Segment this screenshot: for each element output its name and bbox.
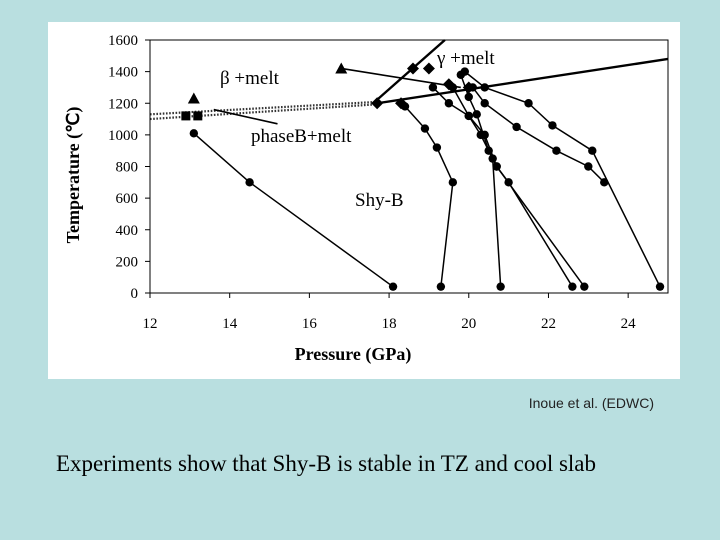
beta-melt-points-marker <box>335 62 348 74</box>
path-6-marker <box>588 146 597 155</box>
y-tick-label: 1400 <box>108 65 138 81</box>
path-6-marker <box>460 67 469 76</box>
path-7-marker <box>480 99 489 108</box>
path-2-marker <box>436 282 446 291</box>
upper-phase-boundary <box>376 57 669 105</box>
path-3-marker <box>496 282 505 291</box>
gamma-melt-points-marker <box>442 78 455 91</box>
beta-triangle-line <box>341 67 461 89</box>
phase-diagram-chart: 12 14 16 18 20 22 24 0 200 400 600 800 1000 1200 1400 1… <box>63 33 669 365</box>
path-1-marker <box>245 178 254 187</box>
y-tick-label: 1600 <box>108 33 138 49</box>
x-tick-label: 22 <box>541 316 556 332</box>
path-4-marker <box>464 111 473 121</box>
gamma-melt-points-marker <box>462 81 475 94</box>
path-5-marker <box>484 146 493 155</box>
gamma-melt-points-marker <box>371 97 384 110</box>
path-2-marker <box>432 143 442 152</box>
path-6-line <box>464 71 661 288</box>
path-3-marker <box>428 83 438 92</box>
phase-b-leader-line <box>213 108 278 125</box>
phase-B-melt-points-marker <box>193 111 203 121</box>
gamma-melt-points-marker <box>422 62 435 75</box>
path-5-marker <box>580 282 589 291</box>
path-5-marker <box>464 92 473 102</box>
y-tick-label: 0 <box>131 286 139 302</box>
x-tick-label: 16 <box>302 316 318 332</box>
path-6-marker <box>524 99 533 108</box>
region-label-beta-melt: β +melt <box>220 68 280 89</box>
y-axis-title: Temperature (℃) <box>63 107 84 244</box>
x-tick-label: 24 <box>621 316 637 332</box>
path-1-marker <box>388 282 398 291</box>
path-3-marker <box>444 99 454 108</box>
path-2-line <box>404 105 454 287</box>
y-tick-label: 400 <box>116 223 139 239</box>
x-tick-label: 20 <box>461 316 476 332</box>
x-axis-title: Pressure (GPa) <box>295 344 412 365</box>
y-tick-label: 1000 <box>108 128 138 144</box>
x-tick-label: 18 <box>382 316 397 332</box>
y-tick-label: 200 <box>116 254 139 270</box>
y-tick-label: 800 <box>116 160 139 176</box>
path-6-marker <box>480 83 489 92</box>
gamma-melt-points-marker <box>406 62 419 75</box>
citation-credit: Inoue et al. (EDWC) <box>528 395 654 411</box>
path-1-marker <box>189 129 199 138</box>
path-7-marker <box>552 146 561 155</box>
path-6-marker <box>548 121 557 130</box>
path-2-marker <box>448 178 458 187</box>
path-5-marker <box>492 162 501 171</box>
path-7-marker <box>584 162 593 171</box>
path-4-marker <box>568 282 577 291</box>
slide-caption: Experiments show that Shy-B is stable in… <box>56 451 597 476</box>
x-tick-label: 14 <box>222 316 238 332</box>
y-tick-label: 600 <box>116 191 139 207</box>
x-tick-label: 12 <box>143 316 158 332</box>
region-label-gamma-melt: γ +melt <box>436 48 495 69</box>
phase-B-melt-points-marker <box>181 111 191 121</box>
path-7-marker <box>600 178 609 187</box>
gamma-melt-points-marker <box>395 97 408 110</box>
beta-melt-points-marker <box>187 92 200 104</box>
chart-panel: 12 14 16 18 20 22 24 0 200 400 600 800 1000 1200 1400 1… <box>48 22 680 379</box>
path-5-line <box>460 74 585 288</box>
y-tick-label: 1200 <box>108 96 138 112</box>
path-5-marker <box>472 110 481 119</box>
region-label-phase-b-melt: phaseB+melt <box>251 126 352 147</box>
path-6-marker <box>655 282 665 291</box>
path-7-marker <box>512 122 521 132</box>
region-label-shy-b: Shy-B <box>355 190 404 211</box>
path-2-marker <box>420 124 430 133</box>
steep-phase-boundary <box>372 39 446 105</box>
